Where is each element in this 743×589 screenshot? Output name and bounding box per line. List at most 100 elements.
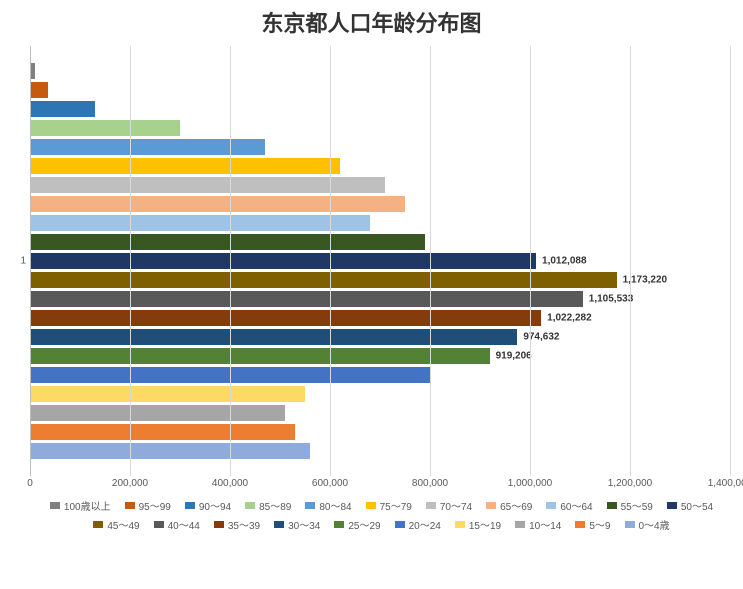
legend-label: 70～74	[440, 498, 472, 513]
legend-label: 80～84	[319, 498, 351, 513]
bar-value-label: 1,012,088	[542, 256, 587, 267]
legend-swatch	[625, 521, 635, 528]
legend-label: 20～24	[409, 517, 441, 532]
legend-label: 55～59	[621, 498, 653, 513]
legend-item: 45～49	[93, 517, 139, 532]
bar	[30, 329, 517, 345]
legend-item: 35～39	[214, 517, 260, 532]
legend-item: 65～69	[486, 498, 532, 513]
bar	[30, 348, 490, 364]
legend-item: 70～74	[426, 498, 472, 513]
legend-swatch	[185, 502, 195, 509]
bar-value-label: 919,206	[496, 351, 532, 362]
x-tick-label: 800,000	[412, 478, 448, 489]
legend-item: 55～59	[607, 498, 653, 513]
legend-swatch	[305, 502, 315, 509]
legend-label: 100歳以上	[64, 498, 111, 513]
bar	[30, 424, 295, 440]
legend-swatch	[50, 502, 60, 509]
legend-item: 30～34	[274, 517, 320, 532]
legend-item: 60～64	[546, 498, 592, 513]
legend-item: 75～79	[366, 498, 412, 513]
legend-label: 50～54	[681, 498, 713, 513]
legend-label: 30～34	[288, 517, 320, 532]
legend-swatch	[455, 521, 465, 528]
bar	[30, 443, 310, 459]
x-tick-label: 600,000	[312, 478, 348, 489]
gridline	[130, 46, 131, 476]
bar	[30, 386, 305, 402]
gridline	[430, 46, 431, 476]
bar-value-label: 1,022,282	[547, 313, 592, 324]
legend-label: 95～99	[139, 498, 171, 513]
gridline	[330, 46, 331, 476]
x-tick-label: 0	[27, 478, 33, 489]
gridline	[530, 46, 531, 476]
bars-group: 1,012,0881,173,2201,105,5331,022,282974,…	[30, 46, 730, 476]
bar	[30, 177, 385, 193]
legend-label: 85～89	[259, 498, 291, 513]
gridline	[730, 46, 731, 476]
x-tick-label: 1,400,000	[708, 478, 743, 489]
legend-swatch	[245, 502, 255, 509]
legend-item: 40～44	[154, 517, 200, 532]
bar	[30, 215, 370, 231]
y-axis-category-label: 1	[14, 256, 26, 267]
bar-value-label: 974,632	[523, 332, 559, 343]
legend-swatch	[426, 502, 436, 509]
legend-item: 85～89	[245, 498, 291, 513]
bar	[30, 196, 405, 212]
x-tick-label: 400,000	[212, 478, 248, 489]
bar-value-label: 1,105,533	[589, 294, 634, 305]
legend-item: 20～24	[395, 517, 441, 532]
bar	[30, 310, 541, 326]
legend-swatch	[395, 521, 405, 528]
legend-label: 90～94	[199, 498, 231, 513]
chart-container: 东京都人口年龄分布图 1 1,012,0881,173,2201,105,533…	[0, 0, 743, 589]
bar	[30, 82, 48, 98]
gridline	[230, 46, 231, 476]
x-tick-label: 1,000,000	[508, 478, 553, 489]
legend-swatch	[93, 521, 103, 528]
legend-swatch	[667, 502, 677, 509]
bar	[30, 120, 180, 136]
legend-item: 0～4歳	[625, 517, 670, 532]
gridline	[30, 46, 31, 476]
bar	[30, 253, 536, 269]
x-axis-ticks: 0200,000400,000600,000800,0001,000,0001,…	[30, 478, 730, 494]
legend-swatch	[125, 502, 135, 509]
legend-swatch	[214, 521, 224, 528]
legend-label: 35～39	[228, 517, 260, 532]
legend-swatch	[366, 502, 376, 509]
legend-item: 15～19	[455, 517, 501, 532]
legend-label: 65～69	[500, 498, 532, 513]
legend-label: 0～4歳	[639, 517, 670, 532]
legend-swatch	[546, 502, 556, 509]
legend-item: 90～94	[185, 498, 231, 513]
legend-label: 25～29	[348, 517, 380, 532]
legend-item: 50～54	[667, 498, 713, 513]
legend-label: 75～79	[380, 498, 412, 513]
plot-area: 1 1,012,0881,173,2201,105,5331,022,28297…	[30, 46, 730, 476]
chart-title: 东京都人口年龄分布图	[0, 6, 743, 38]
legend-label: 10～14	[529, 517, 561, 532]
bar	[30, 291, 583, 307]
legend-label: 15～19	[469, 517, 501, 532]
legend-item: 25～29	[334, 517, 380, 532]
gridline	[630, 46, 631, 476]
x-tick-label: 1,200,000	[608, 478, 653, 489]
legend-item: 5～9	[575, 517, 610, 532]
bar	[30, 272, 617, 288]
legend-item: 95～99	[125, 498, 171, 513]
legend-label: 40～44	[168, 517, 200, 532]
bar	[30, 101, 95, 117]
legend-swatch	[274, 521, 284, 528]
legend-item: 10～14	[515, 517, 561, 532]
bar	[30, 158, 340, 174]
legend-swatch	[515, 521, 525, 528]
bar	[30, 405, 285, 421]
legend-swatch	[334, 521, 344, 528]
bar	[30, 234, 425, 250]
legend: 100歳以上 95～99 90～94 85～89 80～84 75～79 70～74 65～6…	[30, 498, 733, 532]
legend-swatch	[154, 521, 164, 528]
